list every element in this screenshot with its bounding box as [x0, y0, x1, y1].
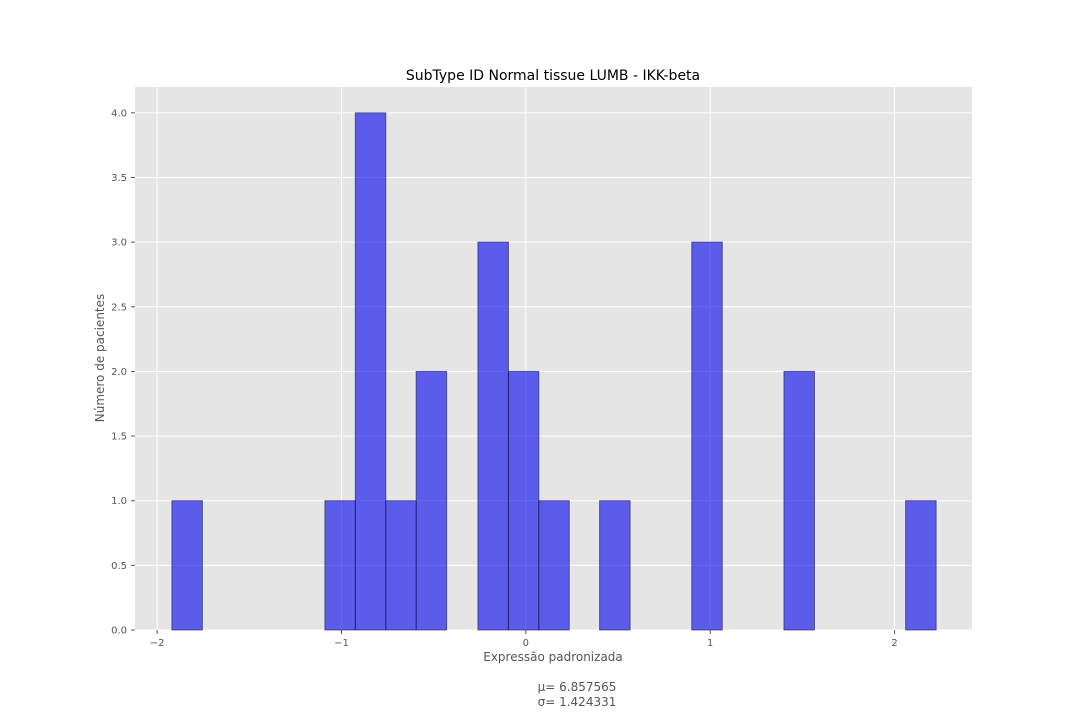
histogram-bar: [385, 500, 417, 631]
x-axis-label: Expressão padronizada: [483, 650, 623, 664]
grid-lines: [135, 87, 972, 631]
histogram-bar: [477, 241, 509, 631]
histogram-bar: [415, 370, 448, 631]
y-tick-label: 4.0: [111, 108, 127, 119]
y-axis-label: Número de pacientes: [93, 294, 107, 423]
x-tick-label: −1: [334, 638, 349, 649]
histogram-bar: [171, 500, 203, 631]
histogram-bar: [354, 112, 387, 631]
histogram-bar: [691, 241, 723, 631]
stddev-annotation: σ= 1.424331: [538, 695, 617, 709]
histogram-bars: [171, 112, 937, 631]
y-tick-label: 0.5: [111, 561, 127, 572]
chart-title: SubType ID Normal tissue LUMB - IKK-beta: [406, 68, 700, 84]
histogram-bar: [507, 370, 540, 631]
histogram-bar: [599, 500, 631, 631]
y-tick-label: 3.0: [111, 238, 127, 249]
x-tick-label: −2: [150, 638, 165, 649]
x-tick-label: 0: [523, 638, 529, 649]
y-axis-ticks: 0.0 0.5 1.0 1.5 2.0 2.5 3.0 3.5 4.0: [111, 108, 135, 637]
y-tick-label: 2.5: [111, 302, 127, 313]
x-tick-label: 2: [891, 638, 897, 649]
y-tick-label: 1.0: [111, 496, 127, 507]
y-tick-label: 0.0: [111, 626, 127, 637]
mean-annotation: μ= 6.857565: [538, 680, 617, 694]
histogram-bar: [324, 500, 356, 631]
y-tick-label: 3.5: [111, 173, 127, 184]
x-axis-ticks: −2 −1 0 1 2: [150, 630, 898, 649]
x-tick-label: 1: [707, 638, 713, 649]
histogram-bar: [783, 370, 815, 631]
y-tick-label: 1.5: [111, 432, 127, 443]
histogram-bar: [905, 500, 937, 631]
histogram-bar: [538, 500, 570, 631]
y-tick-label: 2.0: [111, 367, 127, 378]
